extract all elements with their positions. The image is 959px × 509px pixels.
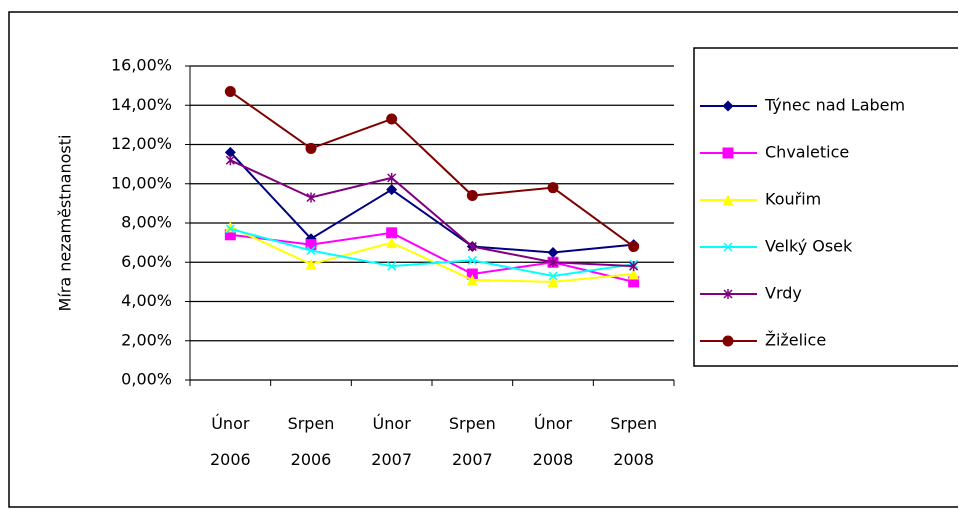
chart-border [8, 11, 958, 508]
series-line [229, 226, 634, 283]
marker [722, 335, 734, 347]
y-tick-label: 8,00% [121, 213, 172, 232]
marker [467, 241, 477, 252]
legend-label: Žiželice [765, 331, 826, 350]
marker [225, 224, 235, 234]
marker [628, 276, 640, 288]
x-tick-label: Srpen 2008 [610, 414, 658, 469]
x-tick-label: Srpen 2006 [287, 414, 335, 469]
marker [548, 271, 558, 281]
marker [386, 113, 398, 125]
marker [466, 268, 478, 280]
marker [386, 237, 398, 249]
marker [305, 258, 317, 270]
marker [722, 147, 734, 159]
y-axis-label: Míra nezaměstnanosti [56, 135, 75, 312]
series-line [229, 159, 634, 268]
marker [305, 239, 317, 251]
marker [723, 289, 733, 299]
series-line [230, 227, 634, 278]
series-line [229, 151, 634, 254]
marker [224, 229, 236, 241]
marker [722, 100, 734, 112]
y-tick-label: 2,00% [121, 330, 172, 349]
y-tick-label: 4,00% [121, 291, 172, 310]
marker [305, 142, 317, 154]
marker [547, 246, 559, 258]
marker [466, 190, 478, 202]
marker [547, 182, 559, 194]
series-line [230, 231, 634, 283]
marker [306, 192, 316, 203]
x-tick-label: Srpen 2007 [448, 414, 496, 469]
marker [629, 261, 639, 272]
marker [224, 146, 236, 158]
x-tick-label: Únor 2006 [209, 414, 251, 469]
marker [225, 155, 235, 166]
y-tick-label: 12,00% [111, 134, 172, 153]
y-tick-label: 0,00% [121, 370, 172, 389]
y-tick-label: 16,00% [111, 56, 172, 75]
marker [628, 241, 640, 253]
legend-label: Týnec nad Labem [764, 96, 905, 115]
marker [548, 257, 558, 268]
marker [723, 242, 733, 252]
marker [306, 245, 316, 256]
marker [386, 227, 398, 239]
marker [387, 172, 397, 183]
marker [224, 86, 236, 98]
marker [467, 255, 477, 265]
legend-border [693, 47, 958, 367]
marker [722, 194, 734, 206]
x-tick-label: Únor 2008 [532, 414, 574, 469]
marker [547, 276, 559, 288]
y-tick-label: 10,00% [111, 173, 172, 192]
legend-label: Vrdy [765, 284, 802, 303]
marker [386, 184, 398, 196]
legend-label: Chvaletice [765, 143, 849, 162]
marker [466, 274, 478, 286]
legend-label: Velký Osek [765, 237, 853, 256]
x-tick-label: Únor 2007 [371, 414, 413, 469]
y-tick-label: 6,00% [121, 252, 172, 271]
series-line [229, 90, 635, 248]
y-tick-label: 14,00% [111, 95, 172, 114]
legend-label: Kouřim [765, 190, 821, 209]
marker [387, 261, 397, 271]
marker [628, 268, 640, 280]
